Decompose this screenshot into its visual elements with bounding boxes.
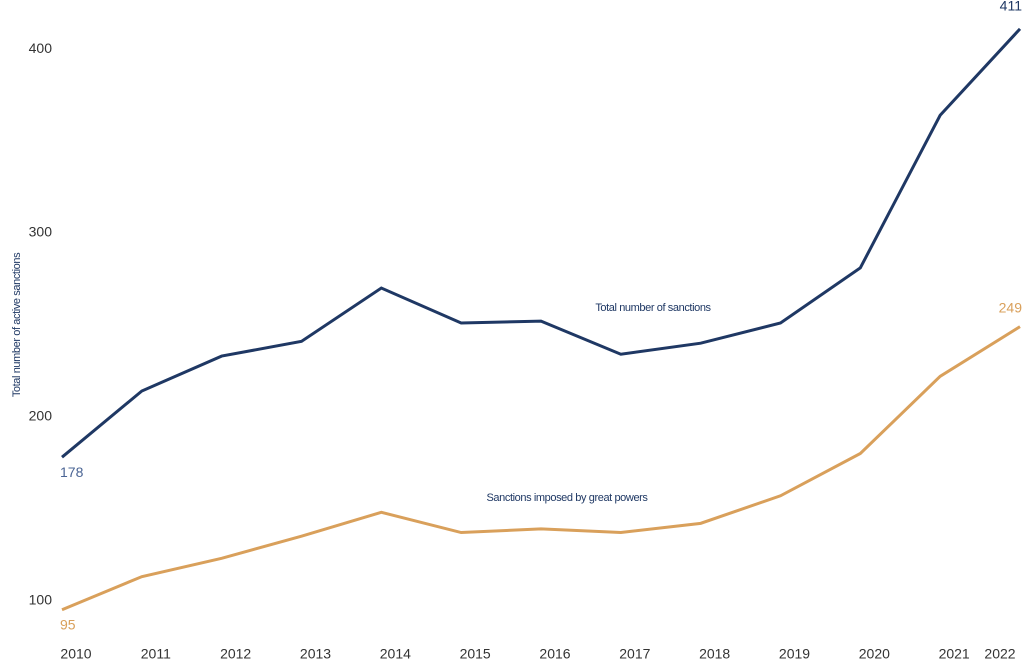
x-tick-label: 2016 bbox=[539, 646, 570, 662]
data-label: 249 bbox=[999, 299, 1023, 315]
x-tick-label: 2017 bbox=[619, 646, 650, 662]
x-tick-label: 2011 bbox=[141, 646, 171, 662]
data-label: 95 bbox=[60, 616, 76, 632]
series-label: Sanctions imposed by great powers bbox=[486, 492, 648, 504]
series-line bbox=[61, 27, 1022, 459]
y-axis-label: Total number of active sanctions bbox=[11, 252, 23, 397]
x-tick-label: 2012 bbox=[220, 646, 251, 662]
x-tick-label: 2020 bbox=[859, 646, 890, 662]
data-label: 411 bbox=[1000, 0, 1023, 14]
x-tick-label: 2022 bbox=[984, 646, 1015, 662]
x-tick-label: 2021 bbox=[939, 646, 970, 662]
data-label: 178 bbox=[60, 464, 84, 480]
x-tick-label: 2013 bbox=[300, 646, 331, 662]
y-tick-label: 200 bbox=[29, 407, 53, 423]
y-tick-label: 400 bbox=[29, 40, 53, 56]
y-tick-label: 300 bbox=[29, 224, 53, 240]
x-tick-label: 2015 bbox=[460, 646, 491, 662]
series-label: Total number of sanctions bbox=[595, 302, 711, 314]
x-tick-label: 2019 bbox=[779, 646, 810, 662]
y-tick-label: 100 bbox=[29, 591, 53, 607]
x-tick-label: 2010 bbox=[60, 646, 91, 662]
series-line bbox=[61, 325, 1021, 612]
x-tick-label: 2014 bbox=[380, 646, 411, 662]
x-tick-label: 2018 bbox=[699, 646, 730, 662]
